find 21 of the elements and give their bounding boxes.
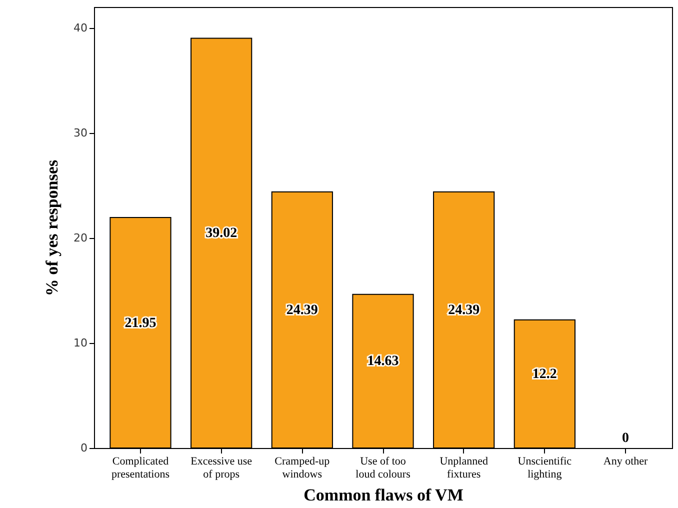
y-tick-label: 40 [74,22,88,34]
data-label: 24.39 [286,302,318,318]
data-label: 0 [622,431,630,446]
x-tick-label: Unplanned fixtures [440,456,488,480]
x-tick-label: Any other [603,456,648,468]
data-label: 21.95 [124,316,156,331]
y-tick-label: 20 [74,232,88,244]
x-axis-title: Common flaws of VM [304,486,464,504]
x-tick-label: Excessive use of props [190,456,252,480]
y-tick-label: 30 [74,126,88,140]
x-tick-label: Unscientific lighting [518,456,572,480]
data-label: 39.02 [206,226,238,242]
y-axis-title: % of yes responses [42,160,62,296]
x-tick-label: Use of too loud colours [356,456,410,480]
y-tick-label: 10 [74,336,88,350]
x-tick-label: Cramped-up windows [274,456,330,480]
x-tick-label: Complicated presentations [111,456,170,480]
data-label: 14.63 [367,354,399,370]
y-tick-label: 0 [80,442,88,454]
data-label: 24.39 [448,302,480,318]
data-label: 12.2 [532,366,557,382]
